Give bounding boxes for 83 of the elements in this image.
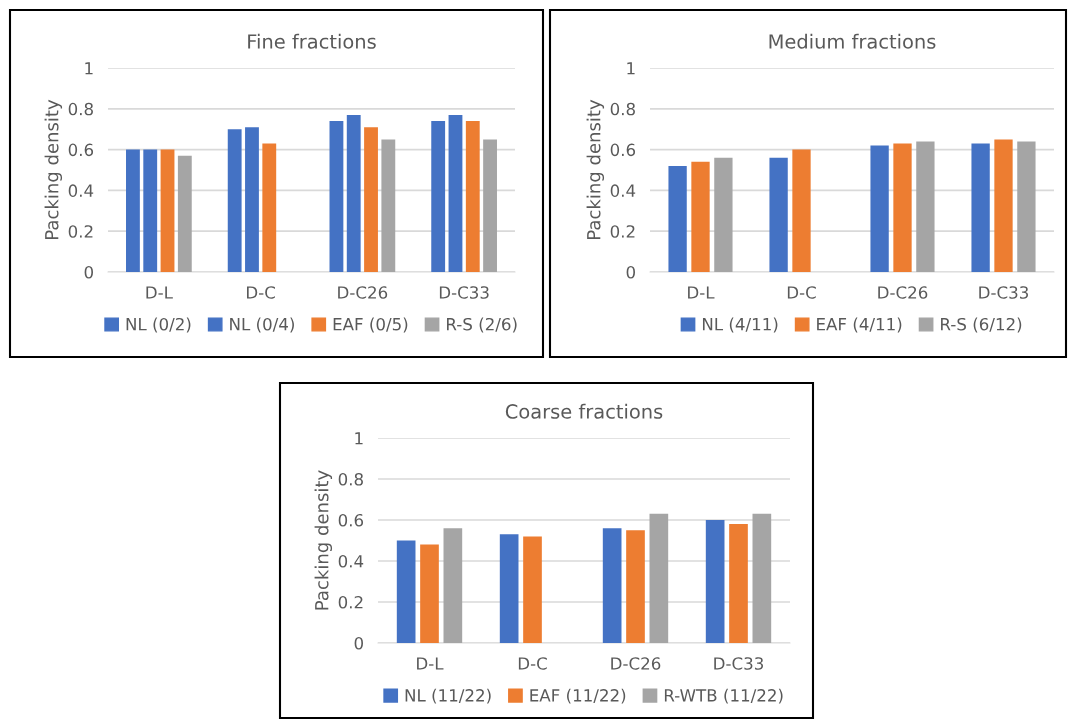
bar [752, 513, 772, 643]
chart-title: Coarse fractions [505, 403, 663, 419]
bar [443, 528, 463, 643]
bar [346, 114, 361, 272]
x-tick-label: D-C [787, 286, 816, 299]
x-tick-label: D-C33 [979, 286, 1029, 299]
bar [245, 127, 259, 272]
x-tick-label: D-L [146, 286, 173, 299]
bar [483, 139, 497, 272]
x-tick-label: D-C [518, 657, 547, 670]
y-tick-label: 1 [355, 432, 363, 445]
y-axis-title: Packing density [44, 99, 63, 239]
y-tick-label: 0 [354, 636, 363, 650]
x-tick-label: D-C33 [439, 286, 489, 299]
bar [227, 129, 242, 272]
legend-label: R-S (2/6) [447, 317, 517, 333]
legend-label: NL (4/11) [702, 317, 778, 333]
chart-title: Medium fractions [769, 33, 936, 49]
bar [381, 139, 396, 272]
y-tick-label: 0.8 [610, 102, 635, 116]
legend-label: EAF (0/5) [333, 317, 408, 333]
y-axis-title: Packing density [314, 470, 333, 610]
y-tick-label: 0.2 [338, 595, 363, 609]
x-tick-label: D-C26 [611, 657, 661, 670]
bar [396, 540, 416, 643]
bar [729, 524, 748, 643]
legend-label: R-WTB (11/22) [664, 688, 783, 704]
y-tick-label: 0.4 [610, 184, 636, 197]
bar [126, 149, 140, 272]
y-tick-label: 0 [84, 265, 93, 279]
bar [626, 530, 645, 643]
y-tick-label: 0.2 [610, 225, 635, 238]
x-tick-label: D-C26 [878, 286, 928, 299]
bar [448, 114, 463, 272]
x-tick-label: D-C [247, 286, 275, 299]
x-tick-label: D-L [688, 286, 715, 299]
y-tick-label: 1 [627, 62, 635, 75]
legend-label: R-S (6/12) [941, 317, 1022, 333]
y-tick-label: 0.6 [338, 513, 364, 527]
y-tick-label: 0.8 [338, 472, 363, 486]
y-tick-label: 0.6 [610, 143, 636, 157]
y-tick-label: 0.8 [68, 102, 93, 116]
bar [714, 157, 733, 272]
y-tick-label: 0.4 [68, 184, 94, 197]
y-tick-label: 0.6 [68, 143, 94, 157]
legend-label: EAF (4/11) [817, 317, 902, 333]
legend-label: NL (11/22) [405, 688, 491, 704]
bar [143, 149, 158, 272]
legend-label: NL (0/2) [126, 317, 191, 333]
y-tick-label: 0.4 [338, 554, 364, 568]
bar [364, 127, 378, 272]
bar [262, 143, 277, 272]
bar [705, 520, 725, 643]
legend-label: EAF (11/22) [530, 688, 626, 704]
y-axis-title: Packing density [586, 99, 605, 239]
x-tick-label: D-C26 [338, 286, 388, 299]
bar [649, 513, 669, 643]
chart-title: Fine fractions [248, 33, 376, 49]
legend-label: NL (0/4) [230, 317, 294, 333]
bar [691, 161, 710, 272]
x-tick-label: D-C33 [714, 657, 764, 670]
bar [792, 149, 811, 272]
bar [870, 145, 889, 272]
bar [769, 157, 788, 272]
y-tick-label: 1 [85, 62, 93, 75]
y-tick-label: 0.2 [68, 225, 93, 238]
bar [523, 536, 542, 643]
bar [431, 121, 446, 272]
y-tick-label: 0 [626, 265, 635, 279]
bar [602, 528, 622, 643]
bar [668, 165, 687, 272]
bar [465, 121, 480, 272]
bar [499, 534, 519, 643]
bar [971, 143, 990, 272]
bar [160, 149, 175, 272]
bar [177, 155, 192, 272]
bar [329, 121, 344, 272]
bar [893, 143, 912, 272]
x-tick-label: D-L [417, 657, 444, 670]
bar [1017, 141, 1036, 272]
bar [916, 141, 935, 272]
bar [994, 139, 1013, 272]
bar [420, 544, 439, 643]
